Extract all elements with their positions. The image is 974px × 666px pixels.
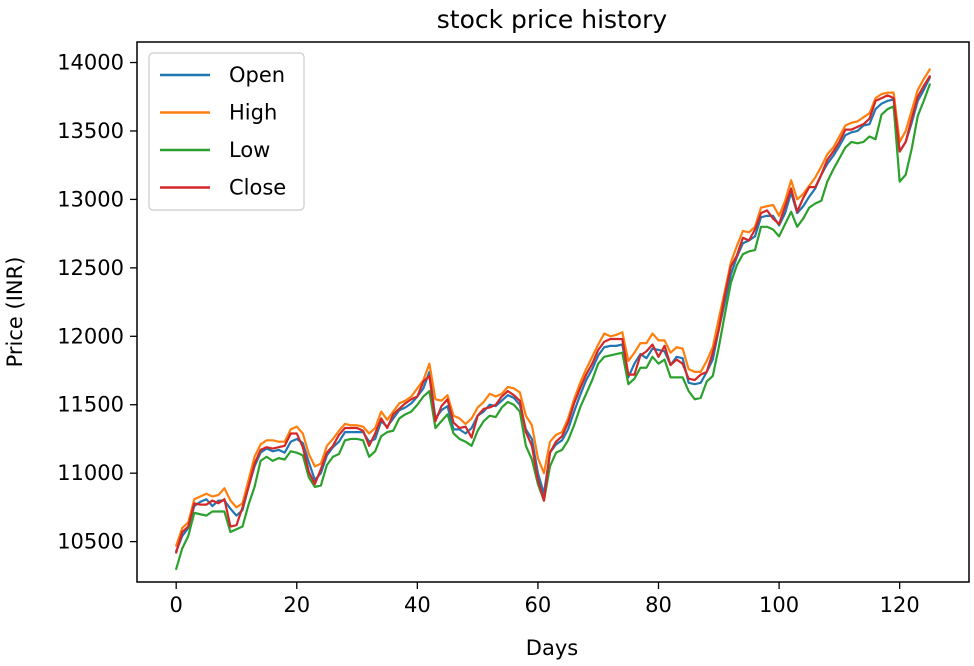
x-tick-label-80: 80 xyxy=(645,593,672,617)
y-tick-label-10500: 10500 xyxy=(57,530,124,554)
legend-box xyxy=(148,52,305,211)
x-axis: 0 20 40 60 80 100 120 xyxy=(170,582,920,617)
y-tick-label-11000: 11000 xyxy=(57,461,124,485)
legend-label-open: Open xyxy=(229,63,285,87)
x-tick-label-40: 40 xyxy=(404,593,431,617)
series-line-low xyxy=(175,83,931,571)
x-tick-label-100: 100 xyxy=(759,593,799,617)
y-axis-label: Price (INR) xyxy=(3,257,27,368)
y-tick-label-14000: 14000 xyxy=(57,51,124,75)
plot-frame xyxy=(136,41,970,583)
y-tick-label-11500: 11500 xyxy=(57,393,124,417)
y-axis: 10500 11000 11500 12000 12500 13000 13500 14000 xyxy=(57,51,137,554)
x-tick-label-60: 60 xyxy=(525,593,552,617)
legend: Open High Low Close xyxy=(148,52,305,211)
y-tick-label-12000: 12000 xyxy=(57,324,124,348)
series-line-high xyxy=(175,68,931,547)
legend-label-high: High xyxy=(229,101,277,125)
legend-label-low: Low xyxy=(229,138,270,162)
x-axis-label: Days xyxy=(526,636,578,660)
series-layer xyxy=(175,68,931,571)
y-tick-label-13000: 13000 xyxy=(57,187,124,211)
series-line-close xyxy=(175,75,931,554)
chart-title: stock price history xyxy=(437,5,668,34)
x-tick-label-120: 120 xyxy=(880,593,920,617)
x-tick-label-20: 20 xyxy=(283,593,310,617)
y-tick-label-13500: 13500 xyxy=(57,119,124,143)
legend-label-close: Close xyxy=(229,176,286,200)
y-tick-label-12500: 12500 xyxy=(57,256,124,280)
x-tick-label-0: 0 xyxy=(170,593,183,617)
